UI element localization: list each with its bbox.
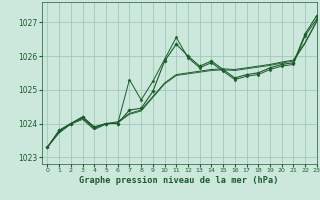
X-axis label: Graphe pression niveau de la mer (hPa): Graphe pression niveau de la mer (hPa) — [79, 176, 279, 185]
